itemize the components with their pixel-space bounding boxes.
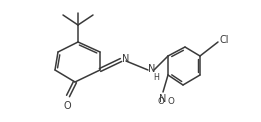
Text: N: N [148, 64, 155, 74]
Text: O: O [63, 101, 71, 111]
Text: H: H [153, 73, 159, 82]
Text: N: N [122, 54, 129, 64]
Text: N: N [159, 94, 167, 104]
Text: O: O [167, 97, 174, 106]
Text: O: O [158, 97, 165, 106]
Text: Cl: Cl [219, 35, 228, 45]
